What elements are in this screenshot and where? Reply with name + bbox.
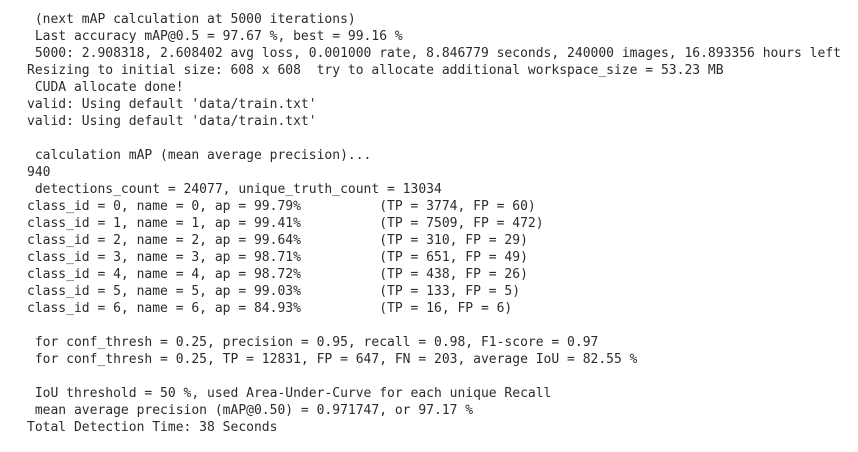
output-line: valid: Using default 'data/train.txt' xyxy=(27,114,317,129)
output-line: class_id = 2, name = 2, ap = 99.64% (TP … xyxy=(27,233,536,248)
output-line: class_id = 4, name = 4, ap = 98.72% (TP … xyxy=(27,267,536,282)
output-line: class_id = 3, name = 3, ap = 98.71% (TP … xyxy=(27,250,536,265)
output-line: IoU threshold = 50 %, used Area-Under-Cu… xyxy=(27,386,560,401)
output-line: class_id = 6, name = 6, ap = 84.93% (TP … xyxy=(27,301,521,316)
output-line: valid: Using default 'data/train.txt' xyxy=(27,97,317,112)
output-line: detections_count = 24077, unique_truth_c… xyxy=(27,182,458,197)
output-block: calculation mAP (mean average precision)… xyxy=(27,147,858,317)
output-line: class_id = 1, name = 1, ap = 99.41% (TP … xyxy=(27,216,552,231)
output-line: 940 xyxy=(27,165,51,180)
output-line: Last accuracy mAP@0.5 = 97.67 %, best = … xyxy=(27,29,411,44)
output-block: (next mAP calculation at 5000 iterations… xyxy=(27,11,858,130)
output-block: for conf_thresh = 0.25, precision = 0.95… xyxy=(27,334,858,368)
output-line: mean average precision (mAP@0.50) = 0.97… xyxy=(27,403,481,418)
output-line: 5000: 2.908318, 2.608402 avg loss, 0.001… xyxy=(27,46,841,61)
output-line: (next mAP calculation at 5000 iterations… xyxy=(27,12,356,27)
output-line: CUDA allocate done! xyxy=(27,80,184,95)
output-line: for conf_thresh = 0.25, TP = 12831, FP =… xyxy=(27,352,646,367)
output-line: class_id = 0, name = 0, ap = 99.79% (TP … xyxy=(27,199,544,214)
output-line: class_id = 5, name = 5, ap = 99.03% (TP … xyxy=(27,284,528,299)
output-line: Total Detection Time: 38 Seconds xyxy=(27,420,278,435)
output-line: Resizing to initial size: 608 x 608 try … xyxy=(27,63,732,78)
output-block: IoU threshold = 50 %, used Area-Under-Cu… xyxy=(27,385,858,436)
output-line: calculation mAP (mean average precision)… xyxy=(27,148,372,163)
output-line: for conf_thresh = 0.25, precision = 0.95… xyxy=(27,335,607,350)
